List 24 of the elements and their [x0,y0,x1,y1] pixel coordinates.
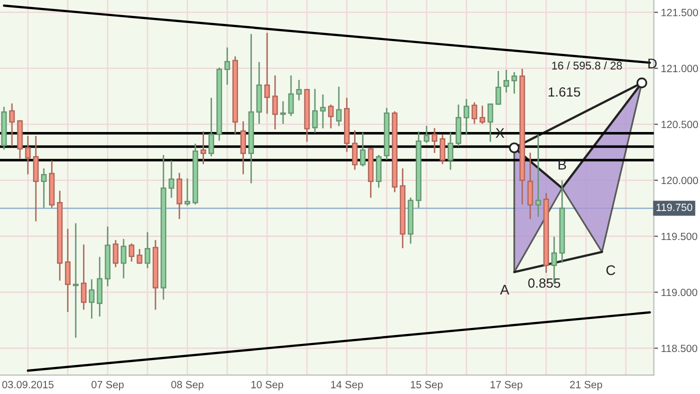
y-tick-label: 121.000 [662,64,698,72]
data-label: D [648,58,657,68]
x-tick-label: 14 Sep [331,380,363,390]
y-tick-label: 120.000 [662,176,698,184]
y-tick-label: 121.500 [662,8,698,16]
y-tick-label: 118.500 [662,344,698,352]
ref-line-label: 119.750 [656,204,692,212]
x-tick-label: 21 Sep [570,380,602,390]
series-label: 0.855 [528,278,560,288]
data-label: A [500,284,510,294]
x-tick-label: 17 Sep [490,380,522,390]
data-label: C [606,265,616,276]
data-label: X [496,128,504,138]
series-label: 16 / 595.8 / 28 [552,61,622,70]
x-tick-label: 03.09.2015 [2,380,54,388]
y-tick-label: 119.500 [662,232,698,240]
y-tick-label: 120.500 [662,120,698,128]
series-label: 1.615 [548,87,580,97]
y-tick-label: 119.000 [662,288,698,296]
x-tick-label: 15 Sep [410,380,443,390]
x-tick-label: 10 Sep [251,380,284,390]
x-tick-label: 08 Sep [171,380,204,390]
data-label: B [558,160,566,170]
x-tick-label: 07 Sep [92,380,124,390]
